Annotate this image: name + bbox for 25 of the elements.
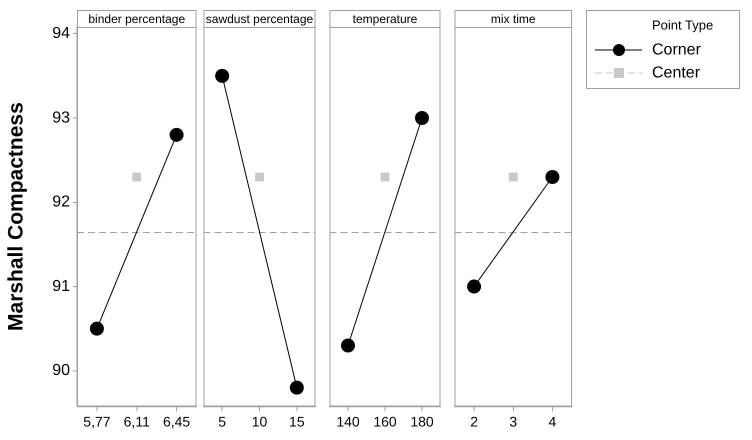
y-tick-label: 93 bbox=[52, 109, 70, 126]
chart-title: binder percentage bbox=[88, 12, 186, 26]
x-tick-label: 180 bbox=[410, 413, 434, 430]
x-tick-label: 4 bbox=[548, 413, 556, 430]
y-tick-label: 92 bbox=[52, 194, 70, 211]
y-tick-label: 91 bbox=[52, 278, 70, 295]
x-tick-label: 5 bbox=[218, 413, 226, 430]
x-tick-label: 6,45 bbox=[162, 413, 190, 430]
y-tick-label: 90 bbox=[52, 362, 70, 380]
y-tick-label: 94 bbox=[52, 25, 70, 42]
x-tick-label: 6,11 bbox=[124, 413, 150, 430]
y-axis-title: Marshall Compactness bbox=[4, 102, 28, 331]
chart-title: sawdust percentage bbox=[205, 12, 314, 26]
x-tick-label: 10 bbox=[251, 413, 267, 430]
x-tick-label: 15 bbox=[288, 413, 304, 430]
legend-label: Corner bbox=[652, 41, 702, 58]
chart-title: temperature bbox=[352, 12, 418, 26]
legend-label: Center bbox=[652, 64, 700, 82]
x-tick-label: 3 bbox=[508, 413, 517, 430]
x-tick-label: 140 bbox=[336, 413, 360, 430]
x-tick-label: 5,77 bbox=[83, 413, 111, 430]
x-tick-label: 160 bbox=[372, 413, 396, 430]
chart-title: mix time bbox=[490, 12, 536, 26]
legend-title: Point Type bbox=[652, 18, 713, 33]
x-tick-label: 2 bbox=[470, 413, 478, 430]
